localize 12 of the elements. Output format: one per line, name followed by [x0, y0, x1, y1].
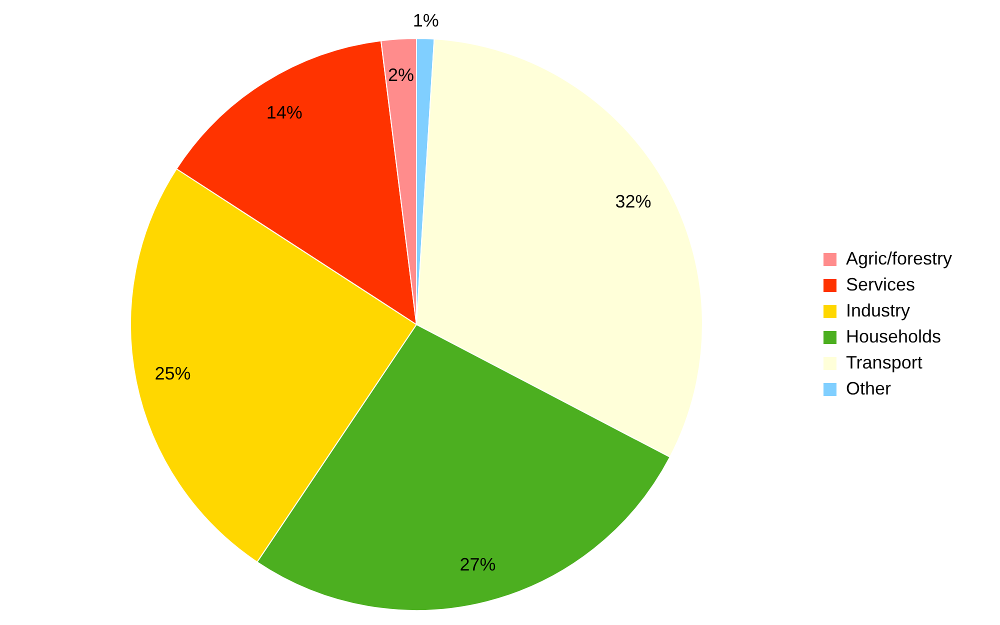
- data-label: 32%: [615, 191, 652, 212]
- legend-label: Industry: [846, 300, 910, 320]
- legend-label: Agric/forestry: [846, 248, 952, 268]
- data-label: 14%: [266, 102, 302, 123]
- legend-label: Households: [846, 326, 942, 346]
- data-label: 1%: [412, 10, 439, 30]
- data-label: 2%: [388, 65, 414, 86]
- legend-label: Other: [846, 378, 892, 398]
- legend-label: Services: [846, 274, 916, 294]
- data-label: 27%: [460, 554, 496, 575]
- legend-label: Transport: [846, 352, 922, 372]
- data-label: 25%: [154, 363, 191, 384]
